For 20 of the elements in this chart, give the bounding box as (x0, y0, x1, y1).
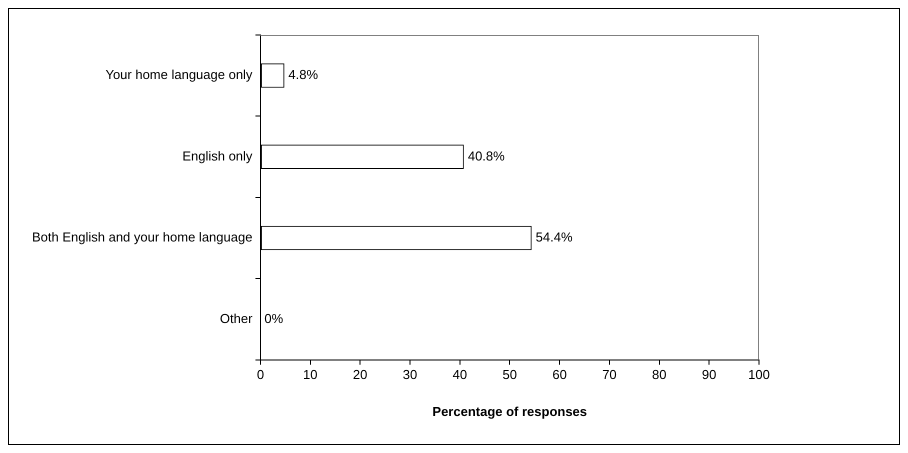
y-tick-label: English only (182, 148, 253, 164)
x-tick-label: 70 (602, 367, 617, 382)
data-label: 4.8% (288, 67, 318, 82)
data-label: 0% (264, 310, 284, 326)
x-tick-label: 10 (303, 367, 318, 382)
x-tick-label: 60 (552, 367, 567, 382)
x-tick-label: 30 (402, 367, 418, 382)
x-tick-label: 80 (652, 367, 667, 382)
x-tick-label: 20 (352, 367, 368, 382)
y-tick-label: Your home language only (105, 67, 253, 82)
x-tick-label: 40 (452, 367, 468, 382)
y-tick-label: Both English and your home language (32, 230, 252, 245)
x-tick-label: 50 (502, 367, 517, 382)
x-tick-label: 100 (748, 367, 770, 382)
x-tick-label: 0 (256, 367, 264, 382)
y-tick-label: Other (220, 310, 254, 326)
x-axis-title: Percentage of responses (432, 404, 588, 419)
x-tick-label: 90 (702, 367, 716, 382)
data-label: 40.8% (468, 148, 506, 164)
data-label: 54.4% (536, 230, 573, 245)
